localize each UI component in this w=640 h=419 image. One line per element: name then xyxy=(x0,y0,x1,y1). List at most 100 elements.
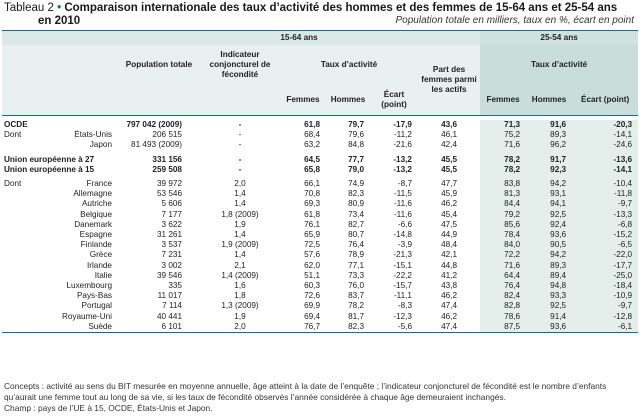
cell-f: 68,4 xyxy=(304,130,320,140)
cell-h2: 91,7 xyxy=(526,154,573,165)
cell-icf: - xyxy=(238,164,242,174)
cell-pop: 3 622 xyxy=(161,219,183,229)
cell-e2: -9,7 xyxy=(572,301,639,312)
cell-h: 79,6 xyxy=(348,130,364,140)
cell-p: 45,9 xyxy=(441,189,457,199)
cell-label: Irlande xyxy=(86,260,112,270)
cell-h: 83,7 xyxy=(348,291,364,301)
cell-h2: 93,3 xyxy=(526,291,573,302)
table-row: Irlande 3 002 2,1 62,0 77,1 -15,1 44,8 71,6 89,3… xyxy=(2,260,639,271)
cell-pop: 7 177 xyxy=(161,209,183,219)
champ-note: Champ : pays de l’UE à 15, OCDE, États-U… xyxy=(4,403,213,413)
table-row: Belgique 7 177 1,8 (2009) 61,8 73,4 -11,6 45,4… xyxy=(2,209,639,220)
cell-p: 47,4 xyxy=(441,301,457,311)
cell-p: 47,7 xyxy=(441,179,457,189)
cell-f2: 76,4 xyxy=(480,281,527,292)
cell-pop: 3 002 xyxy=(161,260,183,270)
cell-f2: 84,4 xyxy=(480,199,527,210)
cell-e2: -15,2 xyxy=(572,230,639,241)
cell-f2: 71,6 xyxy=(480,140,527,151)
table-row: Danemark 3 622 1,9 76,1 82,7 -6,6 47,5 85,6 92,4… xyxy=(2,219,639,231)
cell-h: 74,9 xyxy=(348,179,364,189)
cell-f: 69,3 xyxy=(304,199,320,209)
cell-f2: 78,2 xyxy=(480,154,527,165)
cell-e2: -12,8 xyxy=(572,311,639,322)
cell-pop: 206 515 xyxy=(152,130,182,140)
cell-pop: 335 xyxy=(168,281,182,291)
cell-h2: 89,3 xyxy=(526,130,573,141)
cell-e2: -24,6 xyxy=(572,140,639,151)
cell-h: 76,4 xyxy=(348,240,364,250)
cell-p: 46,2 xyxy=(441,291,457,301)
cell-h2: 91,4 xyxy=(526,311,573,322)
cell-label: Suède xyxy=(22,321,118,334)
cell-p: 42,4 xyxy=(441,140,457,150)
cell-e: -8,3 xyxy=(397,301,412,311)
cell-f: 69,4 xyxy=(304,311,320,321)
header-row-sub: Femmes Hommes Écart (point) Femmes Homme… xyxy=(2,85,639,116)
cell-h2: 91,6 xyxy=(526,120,573,131)
cell-p: 44,8 xyxy=(441,260,457,270)
cell-e: -21,6 xyxy=(393,140,412,150)
cell-label: Royaume-Uni xyxy=(61,311,112,321)
cell-f2: 78,4 xyxy=(480,230,527,241)
cell-h: 78,9 xyxy=(348,250,364,260)
cell-icf: 1,9 xyxy=(234,219,246,229)
cell-label: Finlande xyxy=(80,240,112,250)
cell-f: 60,3 xyxy=(304,281,320,291)
header-indicateur: Indicateur conjoncturel de fécondité xyxy=(200,45,280,85)
cell-pop: 53 546 xyxy=(156,189,182,199)
cell-e2: -14,1 xyxy=(572,130,639,141)
cell-e: -8,7 xyxy=(397,179,412,189)
cell-prefix xyxy=(2,140,22,150)
cell-icf: - xyxy=(238,120,242,129)
cell-pop: 331 156 xyxy=(152,154,182,164)
cell-icf: - xyxy=(238,154,242,164)
cell-icf: 1,3 (2009) xyxy=(221,301,259,311)
table-row: Royaume-Uni 40 441 1,9 69,4 81,7 -12,3 46,2 78,… xyxy=(2,311,639,322)
cell-e2: -20,3 xyxy=(572,120,639,131)
cell-h: 82,7 xyxy=(348,219,364,229)
cell-label: Allemagne xyxy=(73,189,112,199)
cell-f: 69,9 xyxy=(304,301,320,311)
cell-e: -14,8 xyxy=(393,230,412,240)
cell-e2: -18,4 xyxy=(572,281,639,292)
table-row: Grèce 7 231 1,4 57,6 78,9 -21,3 42,1 72,2 94,2 -2… xyxy=(2,250,639,261)
cell-e2: -6,8 xyxy=(572,219,639,231)
cell-h2: 94,8 xyxy=(526,281,573,292)
cell-e: -12,3 xyxy=(393,311,412,321)
cell-e: -3,9 xyxy=(397,240,412,250)
header-ecart: Écart (point) xyxy=(370,85,418,116)
cell-e2: -10,9 xyxy=(572,291,639,302)
cell-icf: 1,4 xyxy=(234,230,246,240)
header-hommes: Hommes xyxy=(326,85,370,116)
cell-p: 43,6 xyxy=(441,120,457,129)
cell-e2: -6,5 xyxy=(572,240,639,251)
cell-p: 45,4 xyxy=(441,209,457,219)
cell-f2: 82,4 xyxy=(480,291,527,302)
table-row: Portugal 7 114 1,3 (2009) 69,9 78,2 -8,3 47,4 8… xyxy=(2,301,639,312)
cell-h: 80,7 xyxy=(348,230,364,240)
cell-prefix xyxy=(2,220,22,230)
cell-e: -11,1 xyxy=(393,291,412,301)
cell-h2: 93,1 xyxy=(526,189,573,200)
cell-f: 61,8 xyxy=(304,120,320,129)
cell-pop: 259 508 xyxy=(152,164,182,174)
cell-f: 72,5 xyxy=(304,240,320,250)
table-row: Luxembourg 335 1,6 60,3 76,0 -15,7 43,8 76,4 94,… xyxy=(2,281,639,292)
cell-h2: 92,3 xyxy=(526,164,573,176)
header-population: Population totale xyxy=(118,45,200,85)
cell-h2: 94,2 xyxy=(526,179,573,190)
cell-prefix: Union européenne à 27 xyxy=(4,154,95,164)
table-row: Dont : France 39 972 2,0 66,1 74,9 -8,7 47,7 83,… xyxy=(2,179,639,190)
cell-prefix xyxy=(2,210,22,220)
cell-h: 76,0 xyxy=(348,281,364,291)
cell-p: 46,2 xyxy=(441,199,457,209)
cell-f2: 78,6 xyxy=(480,311,527,322)
table-row: Autriche 5 606 1,4 69,3 80,9 -11,6 46,2 84,4 94,… xyxy=(2,199,639,210)
table-row: Suède 6 101 2,0 76,7 82,3 -5,6 47,4 87,5 93,6 -6,… xyxy=(2,321,639,334)
table-subtitle: Population totale en milliers, taux en %… xyxy=(395,15,634,26)
table-row: OCDE 797 042 (2009) - 61,8 79,7 -17,9 43,6 71,3… xyxy=(2,120,639,131)
cell-e2: -10,4 xyxy=(572,179,639,190)
cell-pop: 7 114 xyxy=(162,301,182,311)
